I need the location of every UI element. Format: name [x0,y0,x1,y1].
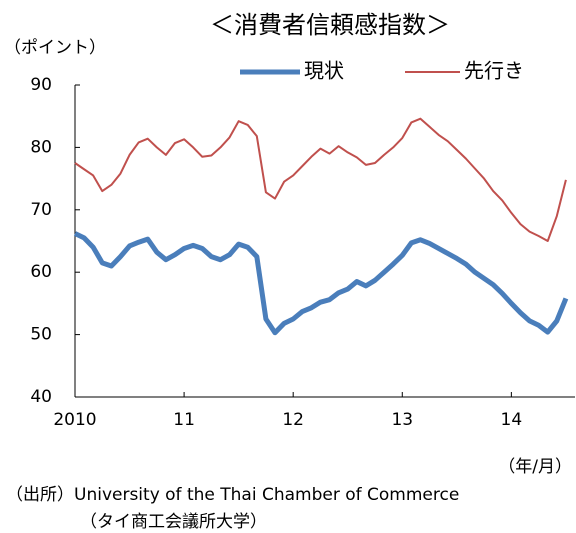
y-tick-label: 70 [30,200,52,220]
y-axis-label: （ポイント） [4,38,106,58]
x-axis-label: （年/月） [498,457,572,477]
y-tick-label: 50 [30,325,52,345]
x-tick-label: 13 [391,410,413,430]
y-tick-label: 80 [30,137,52,157]
series-line [73,231,569,336]
y-tick-label: 90 [30,75,52,95]
x-tick-label: 11 [173,410,195,430]
x-tick-label: 14 [501,410,523,430]
source-note: （タイ商工会議所大学） [80,512,267,532]
legend-label: 先行き [464,59,524,83]
source: （出所）University of the Thai Chamber of Co… [6,485,459,505]
y-tick-label: 60 [30,262,52,282]
y-tick-label: 40 [30,387,52,407]
legend-label: 現状 [304,59,344,83]
series-line [74,117,567,242]
x-tick-label: 2010 [53,410,96,430]
x-tick-label: 12 [282,410,304,430]
chart-title: ＜消費者信頼感指数＞ [210,11,450,39]
